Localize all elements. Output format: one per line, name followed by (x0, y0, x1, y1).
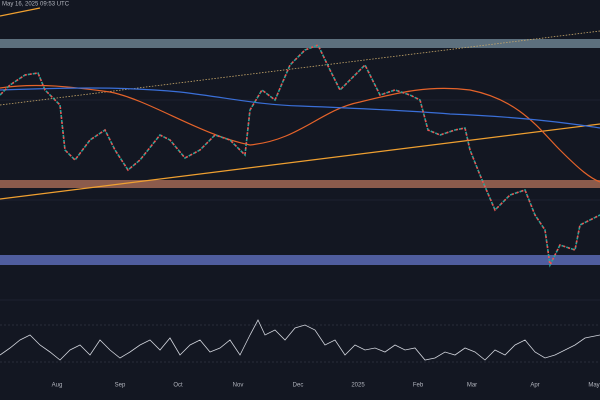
time-label: Sep (115, 383, 126, 389)
time-label: 2025 (351, 383, 365, 389)
time-axis: Aug Sep Oct Nov Dec 2025 Feb Mar Apr May (52, 383, 600, 389)
time-label: Feb (413, 383, 424, 389)
time-label: Nov (233, 383, 244, 389)
trend-line (0, 123, 600, 200)
time-label: Dec (293, 383, 304, 389)
price-candles-down (0, 43, 600, 268)
timestamp: May 16, 2025 09:53 UTC (2, 2, 70, 8)
time-label: Apr (530, 383, 539, 389)
resistance-zone (0, 39, 600, 48)
support-zone (0, 180, 600, 188)
demand-zone (0, 255, 600, 265)
time-label: Aug (52, 383, 63, 389)
time-label: Mar (467, 383, 477, 389)
time-label: May (588, 383, 599, 389)
trend-line (0, 7, 41, 17)
rsi-line (0, 319, 600, 361)
moving-average (0, 87, 600, 129)
time-label: Oct (173, 383, 183, 389)
